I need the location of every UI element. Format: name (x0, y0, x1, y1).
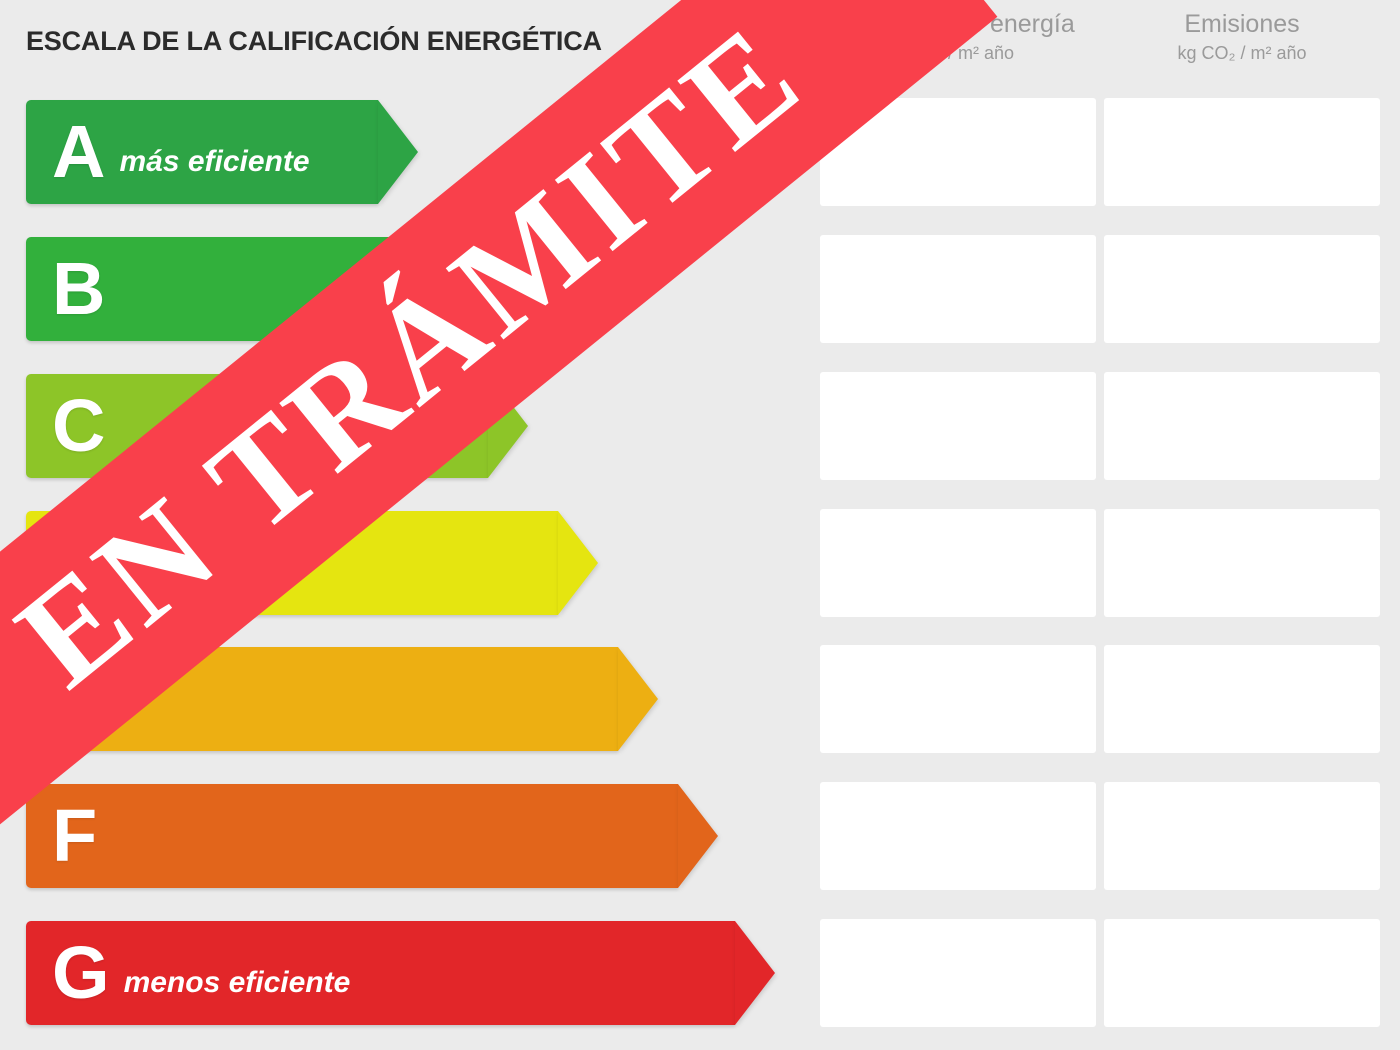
rating-letter-f: F (52, 794, 98, 878)
consumo-cell-g (820, 919, 1096, 1028)
emisiones-cell-d (1104, 508, 1380, 617)
emisiones-cell-e (1104, 645, 1380, 754)
rating-note-a: más eficiente (119, 145, 310, 178)
label-header: ESCALA DE LA CALIFICACIÓN ENERGÉTICA Con… (0, 0, 1400, 92)
column-header-consumo-title: Consumo de energía (841, 10, 1075, 38)
emisiones-cell-a (1104, 98, 1380, 206)
consumo-cell-d (820, 508, 1096, 617)
rating-row-b: B (0, 229, 1400, 366)
rating-note-g: menos eficiente (123, 966, 351, 1000)
rating-letter-b: B (52, 246, 106, 330)
consumo-cell-c (820, 371, 1096, 480)
column-header-consumo: Consumo de energía kW h / m² año (820, 8, 1096, 66)
rating-band-b: B (26, 236, 402, 341)
column-header-emisiones-units: kg CO₂ / m² año (1177, 43, 1307, 63)
rating-letter-e: E (52, 657, 102, 741)
emisiones-cell-g (1104, 919, 1380, 1028)
consumo-cell-b (820, 234, 1096, 343)
rating-row-f: F (0, 776, 1400, 913)
consumo-cell-e (820, 645, 1096, 754)
rating-band-c: C (26, 373, 488, 478)
emisiones-cell-b (1104, 234, 1380, 343)
emisiones-cell-c (1104, 371, 1380, 480)
column-header-emisiones-title: Emisiones (1184, 10, 1300, 38)
column-header-consumo-units: kW h / m² año (901, 43, 1015, 63)
rating-row-d: D (0, 503, 1400, 640)
rating-letter-d: D (52, 520, 106, 604)
rating-letter-a: A (52, 110, 106, 193)
rating-band-f: F (26, 784, 678, 889)
emisiones-cell-f (1104, 782, 1380, 891)
column-header-emisiones: Emisiones kg CO₂ / m² año (1104, 8, 1380, 66)
rating-letter-g: G (52, 931, 110, 1015)
consumo-cell-a (820, 98, 1096, 206)
rating-letter-c: C (52, 383, 106, 467)
page-title: ESCALA DE LA CALIFICACIÓN ENERGÉTICA (26, 26, 602, 56)
rating-row-c: C (0, 366, 1400, 503)
consumo-cell-f (820, 782, 1096, 891)
rating-row-e: E (0, 639, 1400, 776)
rating-band-e: E (26, 647, 618, 752)
rating-band-d: D (26, 510, 558, 615)
